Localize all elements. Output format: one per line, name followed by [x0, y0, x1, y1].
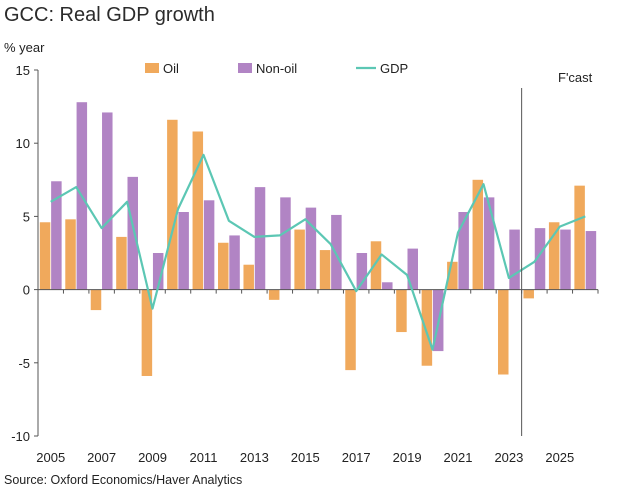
non-oil-bar — [382, 282, 393, 290]
non-oil-bar — [509, 229, 520, 290]
non-oil-bar — [254, 187, 266, 290]
non-oil-bar — [178, 212, 189, 290]
x-tick-label: 2017 — [342, 450, 371, 465]
oil-bar — [370, 241, 382, 290]
oil-bar — [447, 261, 458, 290]
y-tick-label: 15 — [16, 63, 30, 78]
x-tick-label: 2005 — [36, 450, 65, 465]
oil-bar — [116, 236, 127, 290]
oil-bar — [141, 289, 153, 376]
source-note: Source: Oxford Economics/Haver Analytics — [4, 473, 243, 487]
oil-bar — [192, 131, 204, 290]
non-oil-bar — [152, 253, 164, 290]
non-oil-bar — [229, 235, 240, 290]
non-oil-bar — [280, 197, 291, 290]
legend-oil-swatch — [145, 63, 159, 73]
oil-bar — [218, 242, 229, 290]
non-oil-bar — [458, 212, 469, 290]
x-tick-label: 2025 — [545, 450, 574, 465]
y-tick-label: 10 — [16, 136, 30, 151]
oil-bar — [167, 119, 178, 290]
non-oil-bar — [305, 207, 317, 290]
oil-bar — [319, 250, 331, 290]
non-oil-bar — [102, 112, 113, 290]
non-oil-bar — [331, 214, 342, 290]
oil-bar — [498, 289, 509, 375]
oil-bar — [39, 222, 51, 290]
chart-title: GCC: Real GDP growth — [4, 4, 215, 26]
oil-bar — [396, 289, 407, 333]
y-tick-label: 5 — [23, 209, 30, 224]
x-tick-label: 2015 — [291, 450, 320, 465]
non-oil-bar — [203, 200, 215, 290]
x-tick-label: 2013 — [240, 450, 269, 465]
gdp-line — [50, 153, 586, 351]
oil-bar — [345, 289, 356, 371]
x-tick-label: 2009 — [138, 450, 167, 465]
y-tick-label: -5 — [18, 356, 30, 371]
non-oil-bar — [407, 248, 418, 290]
oil-bar — [65, 219, 76, 290]
non-oil-bar — [483, 197, 495, 290]
non-oil-bar — [585, 231, 597, 290]
x-tick-label: 2023 — [494, 450, 523, 465]
oil-bar — [523, 289, 534, 299]
oil-bar — [243, 264, 254, 290]
oil-bar — [294, 229, 305, 290]
x-tick-label: 2019 — [393, 450, 422, 465]
oil-bar — [268, 289, 280, 300]
legend-oil-label: Oil — [163, 61, 179, 76]
oil-bar — [90, 289, 102, 311]
legend-non-oil-label: Non-oil — [256, 61, 297, 76]
forecast-label: F'cast — [558, 70, 593, 85]
oil-bar — [472, 179, 484, 290]
x-tick-label: 2021 — [444, 450, 473, 465]
oil-bar — [548, 222, 560, 290]
non-oil-bar — [51, 181, 62, 290]
legend-gdp-label: GDP — [380, 61, 408, 76]
x-tick-label: 2011 — [189, 450, 217, 465]
non-oil-bar — [560, 229, 571, 290]
y-axis-label: % year — [4, 40, 45, 55]
oil-bar — [421, 289, 433, 366]
non-oil-bar — [534, 228, 546, 290]
oil-bar — [574, 185, 585, 290]
non-oil-bar — [356, 253, 368, 290]
x-tick-label: 2007 — [87, 450, 116, 465]
y-tick-label: 0 — [23, 283, 30, 298]
legend-non-oil-swatch — [238, 63, 252, 73]
y-tick-label: -10 — [11, 429, 30, 444]
non-oil-bar — [127, 176, 138, 290]
